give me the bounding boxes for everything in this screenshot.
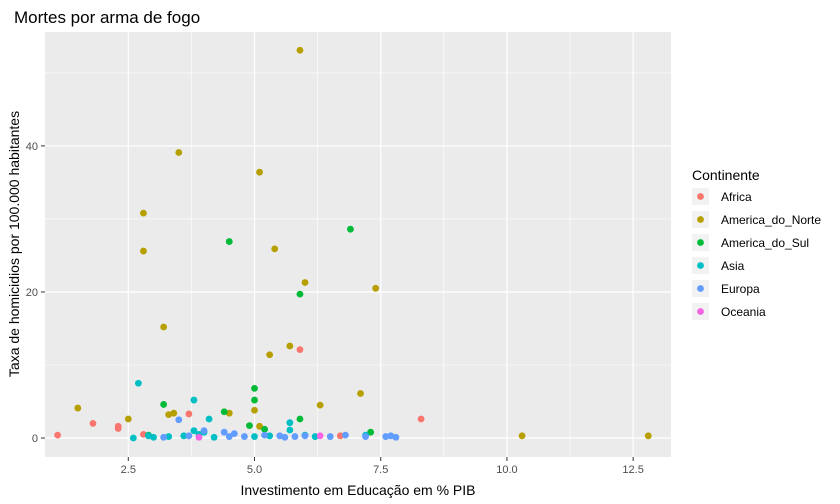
data-point bbox=[90, 420, 97, 427]
legend-key-marker bbox=[697, 262, 704, 269]
data-point bbox=[281, 434, 288, 441]
data-point bbox=[372, 285, 379, 292]
data-point bbox=[266, 351, 273, 358]
data-point bbox=[317, 432, 324, 439]
data-point bbox=[175, 149, 182, 156]
data-point bbox=[160, 401, 167, 408]
data-point bbox=[226, 433, 233, 440]
data-point bbox=[297, 416, 304, 423]
data-point bbox=[206, 416, 213, 423]
data-point bbox=[191, 397, 198, 404]
x-tick-label: 12.5 bbox=[622, 464, 643, 476]
data-point bbox=[286, 343, 293, 350]
data-point bbox=[519, 432, 526, 439]
data-point bbox=[211, 434, 218, 441]
x-tick-label: 10.0 bbox=[496, 464, 517, 476]
y-tick-label: 0 bbox=[32, 433, 38, 445]
data-point bbox=[170, 410, 177, 417]
data-point bbox=[362, 433, 369, 440]
chart-title: Mortes por arma de fogo bbox=[14, 8, 200, 27]
legend-label: America_do_Norte bbox=[721, 213, 821, 227]
data-point bbox=[271, 245, 278, 252]
data-point bbox=[357, 390, 364, 397]
data-point bbox=[115, 425, 122, 432]
legend-label: Africa bbox=[721, 190, 752, 204]
legend-key-marker bbox=[697, 285, 704, 292]
data-point bbox=[251, 397, 258, 404]
x-tick-label: 2.5 bbox=[121, 464, 136, 476]
data-point bbox=[297, 291, 304, 298]
data-point bbox=[327, 433, 334, 440]
y-tick-label: 20 bbox=[26, 287, 38, 299]
data-point bbox=[286, 419, 293, 426]
data-point bbox=[645, 432, 652, 439]
legend-key-marker bbox=[697, 216, 704, 223]
y-tick-label: 40 bbox=[26, 141, 38, 153]
data-point bbox=[74, 405, 81, 412]
data-point bbox=[297, 346, 304, 353]
data-point bbox=[185, 432, 192, 439]
data-point bbox=[196, 434, 203, 441]
data-point bbox=[125, 416, 132, 423]
legend-label: Oceania bbox=[721, 305, 766, 319]
data-point bbox=[54, 432, 61, 439]
data-point bbox=[291, 433, 298, 440]
data-point bbox=[226, 238, 233, 245]
data-point bbox=[317, 402, 324, 409]
data-point bbox=[175, 416, 182, 423]
legend-key-marker bbox=[697, 239, 704, 246]
data-point bbox=[140, 210, 147, 217]
data-point bbox=[150, 434, 157, 441]
data-point bbox=[297, 47, 304, 54]
data-point bbox=[251, 385, 258, 392]
data-point bbox=[185, 411, 192, 418]
legend-label: Europa bbox=[721, 282, 760, 296]
data-point bbox=[256, 169, 263, 176]
legend-label: America_do_Sul bbox=[721, 236, 809, 250]
x-tick-label: 5.0 bbox=[247, 464, 262, 476]
legend-title: Continente bbox=[692, 167, 760, 183]
data-point bbox=[261, 426, 268, 433]
data-point bbox=[342, 432, 349, 439]
data-point bbox=[286, 427, 293, 434]
data-point bbox=[160, 324, 167, 331]
data-point bbox=[241, 433, 248, 440]
legend: Continente Africa America_do_Norte America… bbox=[692, 167, 821, 320]
legend-key-marker bbox=[697, 308, 704, 315]
x-tick-label: 7.5 bbox=[373, 464, 388, 476]
data-point bbox=[347, 226, 354, 233]
data-point bbox=[251, 433, 258, 440]
data-point bbox=[246, 422, 253, 429]
data-point bbox=[201, 427, 208, 434]
x-axis-title: Investimento em Educação em % PIB bbox=[241, 482, 476, 498]
x-axis: 2.5 5.0 7.5 10.0 12.5 bbox=[121, 457, 644, 476]
data-point bbox=[261, 432, 268, 439]
data-point bbox=[130, 435, 137, 442]
data-point bbox=[418, 416, 425, 423]
data-point bbox=[135, 380, 142, 387]
data-point bbox=[302, 279, 309, 286]
legend-key-marker bbox=[697, 193, 704, 200]
data-point bbox=[302, 432, 309, 439]
y-axis: 0 20 40 bbox=[26, 141, 45, 445]
data-point bbox=[387, 432, 394, 439]
data-point bbox=[221, 408, 228, 415]
data-point bbox=[251, 407, 258, 414]
y-axis-title: Taxa de homicidios por 100.000 habitante… bbox=[6, 111, 22, 377]
data-point bbox=[160, 434, 167, 441]
data-point bbox=[140, 248, 147, 255]
legend-label: Asia bbox=[721, 259, 745, 273]
